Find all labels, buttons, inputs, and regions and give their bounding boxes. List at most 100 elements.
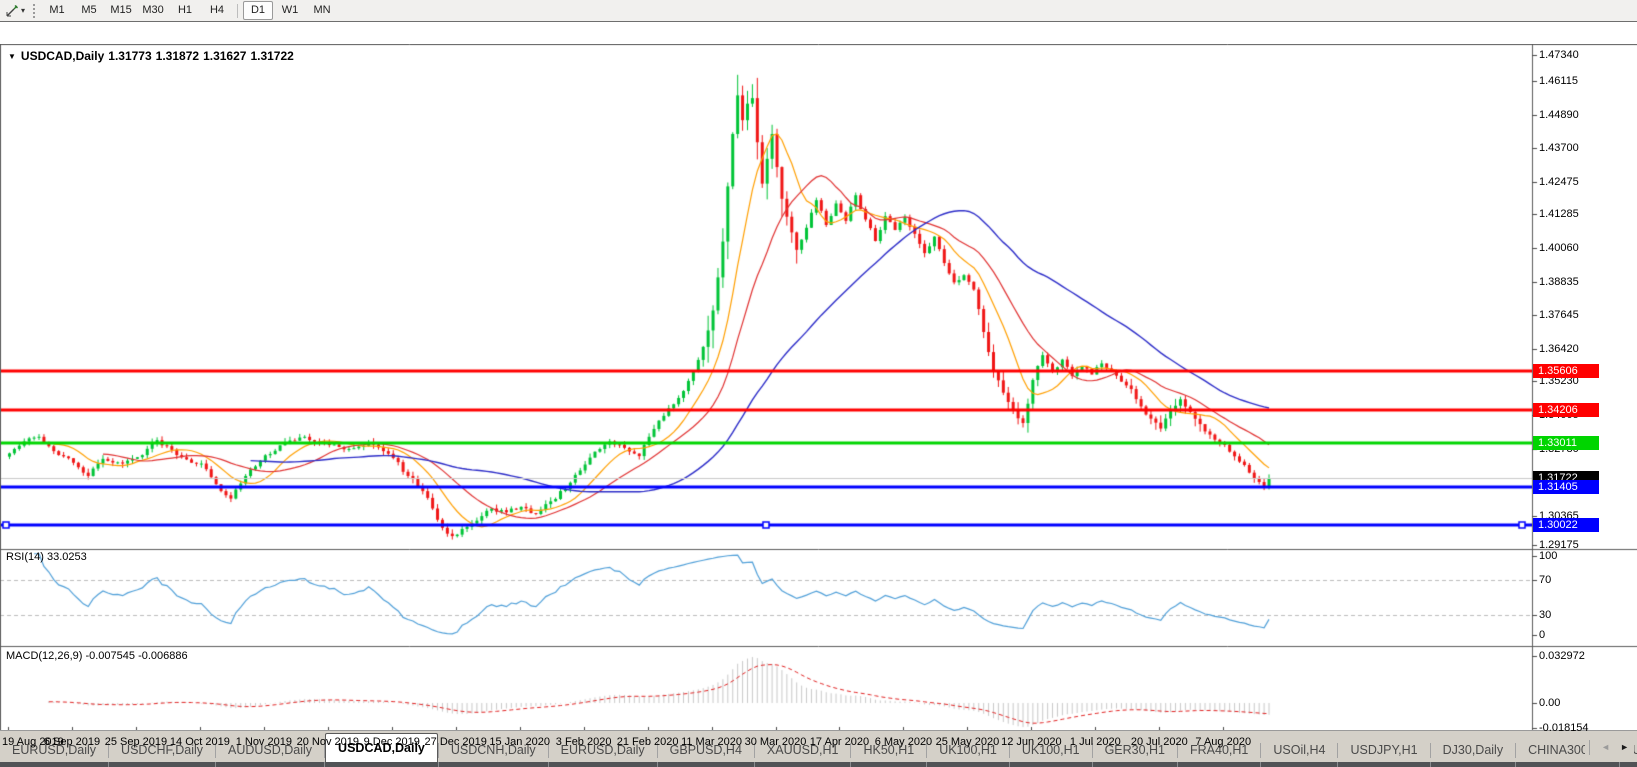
strip-tick — [1515, 762, 1516, 767]
ohlc-open: 1.31773 — [108, 49, 152, 63]
price-level-badge: 1.30022 — [1533, 517, 1599, 532]
divider — [1260, 743, 1262, 758]
strip-tick — [324, 762, 325, 767]
divider — [1177, 743, 1179, 758]
divider — [1429, 743, 1431, 758]
time-axis-label: 25 Sep 2019 — [104, 736, 168, 748]
strip-tick — [1009, 762, 1010, 767]
strip-tick — [657, 762, 658, 767]
chart-tab-uk100-h1[interactable]: UK100,H1 — [1021, 743, 1080, 757]
chart-tab-audusd-daily[interactable]: AUDUSD,Daily — [228, 743, 313, 757]
time-axis-label: 15 Jan 2020 — [489, 736, 550, 748]
macd-indicator-label: MACD(12,26,9) -0.007545 -0.006886 — [6, 650, 188, 662]
timeframe-button-m1[interactable]: M1 — [49, 4, 65, 16]
chart-tab-bar: EURUSD,Daily USDCHF,Daily AUDUSD,Daily USDC… — [0, 730, 1637, 763]
chart-tab-dj30-daily[interactable]: DJ30,Daily — [1442, 743, 1504, 757]
price-axis-tick: 1.35230 — [1539, 375, 1579, 388]
triangle-down-icon[interactable]: ▼ — [8, 52, 16, 61]
time-axis-label: 6 Sep 2019 — [43, 736, 101, 748]
divider — [237, 3, 239, 18]
strip-tick — [1430, 762, 1431, 767]
strip-tick — [215, 762, 216, 767]
divider — [753, 743, 755, 758]
timeframe-button-w1[interactable]: W1 — [281, 4, 299, 16]
macd-axis-tick: -0.018154 — [1539, 722, 1589, 734]
chart-tab-usdchf-daily[interactable]: USDCHF,Daily — [121, 743, 203, 757]
timeframe-button-m30[interactable]: M30 — [142, 4, 164, 16]
time-axis-label: 14 Oct 2019 — [169, 736, 230, 748]
ohlc-close: 1.31722 — [250, 49, 294, 63]
ohlc-low: 1.31627 — [203, 49, 247, 63]
divider — [1589, 739, 1591, 755]
strip-tick — [1619, 762, 1620, 767]
time-axis-label: 7 Aug 2020 — [1195, 736, 1252, 748]
divider — [108, 743, 110, 758]
chart-tab-ger30-h1[interactable]: GER30,H1 — [1104, 743, 1166, 757]
chart-tab-fra40-h1[interactable]: FRA40,H1 — [1190, 743, 1249, 757]
chart-tab-usdcnh-daily[interactable]: USDCNH,Daily — [450, 743, 536, 757]
chart-tab-usdcad-daily[interactable]: USDCAD,Daily — [325, 733, 438, 763]
strip-tick — [754, 762, 755, 767]
strip-tick — [548, 762, 549, 767]
time-axis-label: 1 Jul 2020 — [1069, 736, 1121, 748]
time-axis-label: 20 Jul 2020 — [1130, 736, 1188, 748]
chart-tab-uk100-h1[interactable]: UK100,H1 — [939, 743, 997, 757]
rsi-axis-tick: 0 — [1539, 629, 1546, 641]
strip-tick — [1092, 762, 1093, 767]
time-axis-label: 19 Aug 2019 — [2, 736, 64, 748]
price-level-badge: 1.31405 — [1533, 479, 1599, 494]
strip-tick — [108, 762, 109, 767]
chart-tab-xauusd-h1[interactable]: XAUUSD,H1 — [766, 743, 839, 757]
divider — [1515, 743, 1517, 758]
timeframe-button-m5[interactable]: M5 — [81, 4, 97, 16]
chevron-left-icon[interactable]: ◄ — [1601, 742, 1611, 752]
chevron-right-icon[interactable]: ► — [1620, 742, 1629, 752]
chart-tab-usdjpy-h1[interactable]: USDJPY,H1 — [1350, 743, 1418, 757]
chart-tab-usoil-h4[interactable]: USOil,H4 — [1273, 743, 1326, 757]
chart-tab-eurusd-daily[interactable]: EURUSD,Daily — [12, 743, 97, 757]
chart-tab-eurusd-daily[interactable]: EURUSD,Daily — [560, 743, 645, 757]
tab-scroll-arrows: ◄ ► — [1585, 736, 1634, 758]
price-axis-tick: 1.46115 — [1539, 75, 1578, 88]
macd-axis-tick: 0.00 — [1539, 697, 1561, 709]
divider — [324, 743, 326, 758]
price-axis-tick: 1.41285 — [1539, 208, 1579, 221]
chart-tab-hk50-h1[interactable]: HK50,H1 — [863, 743, 915, 757]
price-level-badge: 1.34206 — [1533, 402, 1599, 417]
time-axis-label: 30 Mar 2020 — [744, 736, 807, 748]
time-axis-label: 25 May 2020 — [935, 736, 1000, 748]
price-axis-tick: 1.44890 — [1539, 108, 1579, 121]
chart-symbol: USDCAD,Daily — [20, 49, 105, 63]
price-level-badge: 1.35606 — [1533, 364, 1599, 378]
time-axis-label: 21 Feb 2020 — [616, 736, 679, 748]
price-axis-tick: 1.38835 — [1539, 275, 1579, 288]
chart-canvas[interactable] — [0, 44, 1637, 732]
timeframe-button-h1[interactable]: H1 — [177, 4, 193, 16]
time-axis-label: 1 Nov 2019 — [235, 736, 292, 748]
timeframe-button-m15[interactable]: M15 — [110, 4, 132, 16]
strip-tick — [1177, 762, 1178, 767]
window-bottom-strip — [0, 762, 1637, 767]
time-axis-label: 9 Dec 2019 — [363, 736, 420, 748]
divider — [1091, 743, 1093, 758]
timeframe-button-h4[interactable]: H4 — [209, 4, 225, 16]
rsi-axis-tick: 70 — [1539, 574, 1552, 586]
time-axis-label: 11 Mar 2020 — [681, 736, 743, 748]
chart-tab-gbpusd-h4[interactable]: GBPUSD,H4 — [669, 743, 742, 757]
rsi-axis-tick: 100 — [1539, 550, 1558, 562]
chart-title: ▼ USDCAD,Daily 1.31773 1.31872 1.31627 1.3172… — [8, 49, 298, 63]
price-axis-tick: 1.43700 — [1539, 141, 1579, 154]
divider — [1337, 743, 1339, 758]
time-axis-label: 6 May 2020 — [874, 736, 933, 748]
divider — [850, 743, 852, 758]
macd-axis-tick: 0.032972 — [1539, 649, 1585, 662]
divider — [1008, 743, 1010, 758]
chart-tab-usoil-h1[interactable]: USOil,H1 — [1620, 738, 1637, 763]
time-axis-label: 12 Jun 2020 — [1001, 736, 1062, 748]
chevron-down-icon: ▾ — [21, 6, 26, 15]
timeframe-button-mn[interactable]: MN — [313, 4, 331, 16]
timeframe-button-d1[interactable]: D1 — [243, 1, 274, 20]
crosshair-tool-button[interactable]: ▾ — [4, 2, 27, 19]
strip-tick — [1260, 762, 1261, 767]
toolbar-grip-handle[interactable] — [33, 3, 36, 18]
